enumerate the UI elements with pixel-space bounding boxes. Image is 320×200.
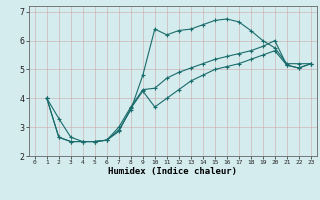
X-axis label: Humidex (Indice chaleur): Humidex (Indice chaleur) [108,167,237,176]
